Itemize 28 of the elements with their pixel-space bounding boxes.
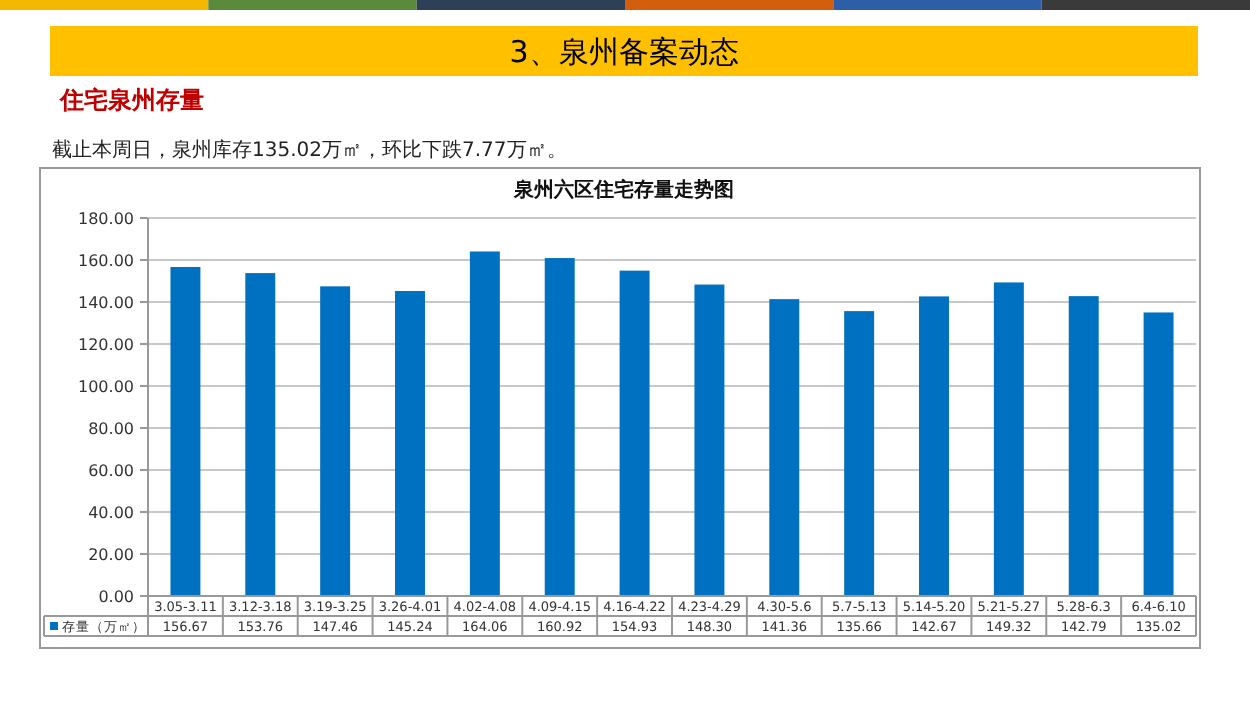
- text: 住宅泉州存量: [58, 86, 204, 114]
- y-tick-label: 60.00: [88, 462, 134, 480]
- y-tick-label: 160.00: [78, 252, 134, 270]
- bar: [544, 258, 575, 596]
- bar: [993, 282, 1024, 596]
- bar: [245, 273, 276, 596]
- y-tick-label: 20.00: [88, 546, 134, 564]
- bar: [1143, 312, 1174, 596]
- bar: [844, 311, 875, 596]
- chart-title: 泉州六区住宅存量走势图: [512, 178, 734, 202]
- bar: [694, 284, 725, 596]
- text: 截止本周日，泉州库存135.02万㎡，环比下跌7.77万㎡。: [52, 138, 567, 162]
- bar: [395, 291, 425, 596]
- bar: [170, 266, 201, 596]
- y-tick-label: 40.00: [88, 504, 134, 522]
- bar: [1068, 296, 1099, 596]
- y-tick-label: 120.00: [78, 336, 134, 354]
- y-tick-label: 100.00: [78, 378, 134, 396]
- y-tick-label: 0.00: [98, 588, 134, 606]
- y-tick-label: 140.00: [78, 294, 134, 312]
- bar: [469, 251, 500, 596]
- bar: [919, 296, 949, 596]
- text: 3、泉州备案动态: [509, 34, 739, 70]
- bar: [769, 299, 800, 596]
- bar: [320, 286, 351, 596]
- bar: [619, 270, 650, 596]
- y-tick-label: 80.00: [88, 420, 134, 438]
- y-tick-label: 180.00: [78, 210, 134, 228]
